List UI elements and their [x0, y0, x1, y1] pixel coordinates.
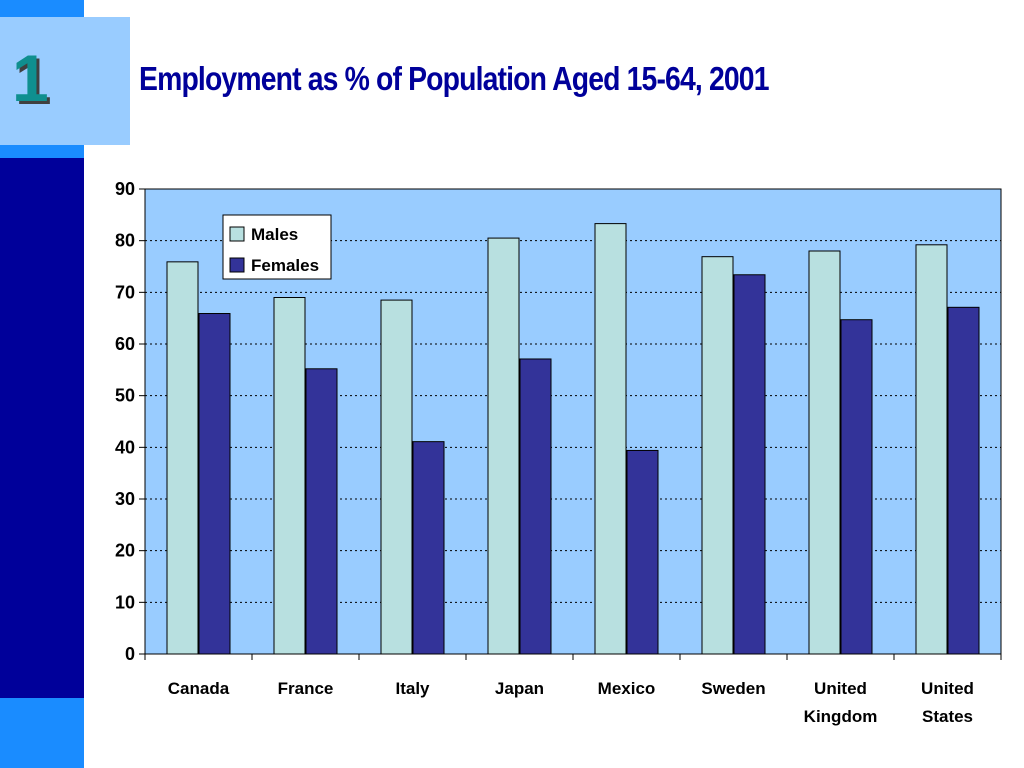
x-category-label: France [278, 679, 334, 698]
legend-swatch-males [229, 226, 245, 242]
bar-males-mexico [594, 223, 627, 655]
legend-label-males: Males [251, 225, 298, 244]
bar-males-france [273, 297, 306, 655]
y-tick-label: 50 [115, 386, 135, 406]
bar-females-italy [412, 441, 445, 655]
x-category-label: United [921, 679, 974, 698]
y-tick-label: 10 [115, 592, 135, 612]
y-tick-label: 40 [115, 437, 135, 457]
x-category-label: Sweden [701, 679, 765, 698]
x-category-label: Mexico [598, 679, 656, 698]
bar-females-japan [519, 358, 552, 655]
x-category-label: United [814, 679, 867, 698]
bar-females-united-states [947, 306, 980, 655]
y-tick-label: 70 [115, 282, 135, 302]
left-accent-bottom [0, 698, 84, 768]
y-tick-label: 80 [115, 231, 135, 251]
x-category-label: Kingdom [804, 707, 878, 726]
bar-males-canada [166, 261, 199, 655]
slide-number-box: 1 1 [0, 17, 130, 145]
x-category-label: Japan [495, 679, 544, 698]
bar-males-japan [487, 237, 520, 655]
bar-females-sweden [733, 274, 766, 655]
bar-males-united-kingdom [808, 250, 841, 655]
slide-title: Employment as % of Population Aged 15-64… [139, 60, 770, 97]
bar-females-canada [198, 313, 231, 655]
x-category-label: States [922, 707, 973, 726]
y-tick-label: 20 [115, 541, 135, 561]
x-category-label: Canada [168, 679, 230, 698]
legend-swatch-females [229, 257, 245, 273]
slide-number-shadow: 1 [15, 44, 52, 118]
bar-females-mexico [626, 449, 659, 655]
legend-label-females: Females [251, 256, 319, 275]
bar-females-united-kingdom [840, 319, 873, 655]
y-tick-label: 60 [115, 334, 135, 354]
y-tick-label: 0 [125, 644, 135, 664]
y-tick-label: 30 [115, 489, 135, 509]
bar-males-sweden [701, 256, 734, 655]
x-category-label: Italy [395, 679, 430, 698]
bar-females-france [305, 368, 338, 655]
bar-males-united-states [915, 244, 948, 655]
slide-number: 1 [12, 41, 49, 115]
bar-males-italy [380, 299, 413, 655]
y-tick-label: 90 [115, 179, 135, 199]
